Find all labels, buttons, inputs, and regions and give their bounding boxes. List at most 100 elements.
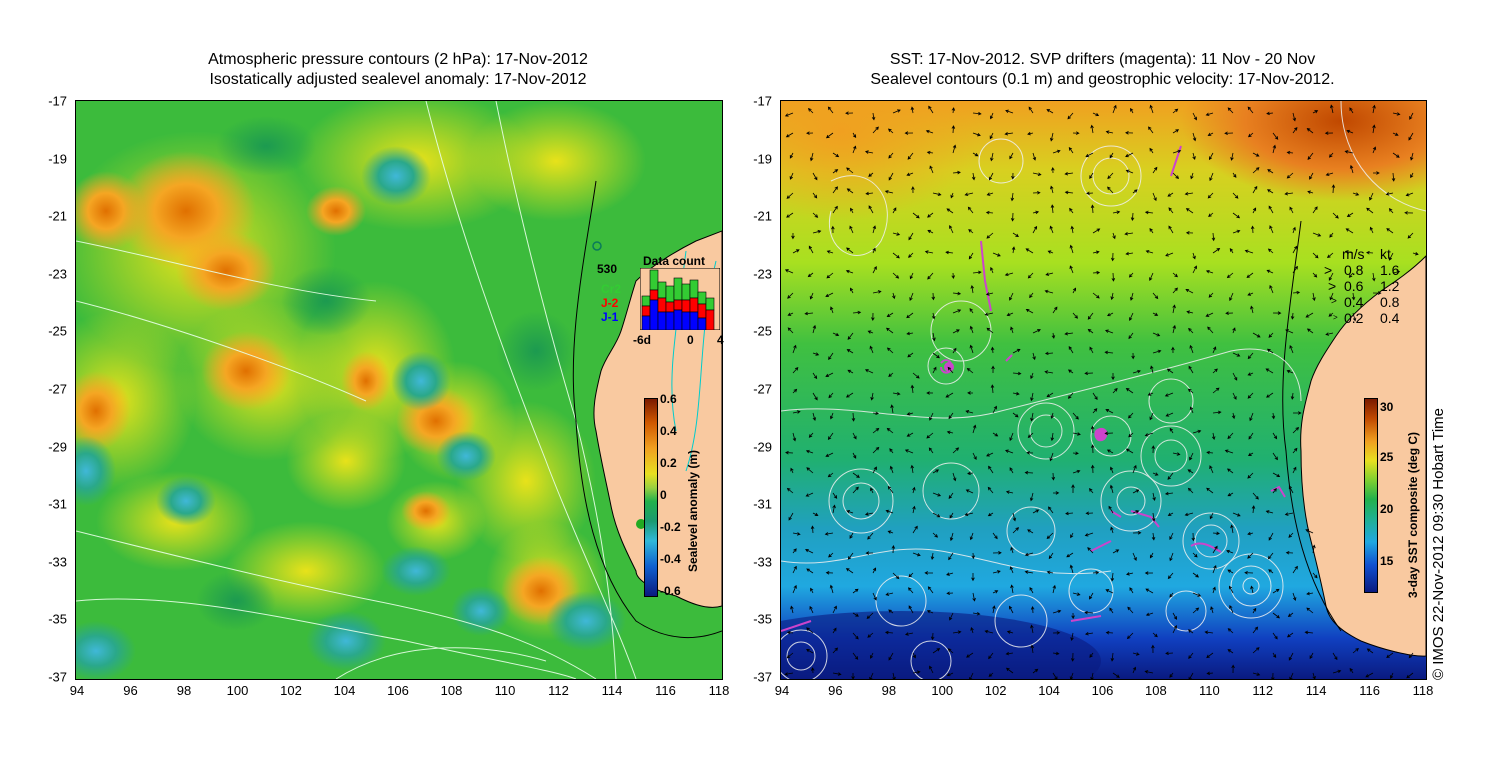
left-x-axis: 94 96 98 100 102 104 106 108 110 112 114 116 118: [70, 679, 730, 701]
velocity-arrow: [871, 312, 875, 321]
velocity-arrow: [932, 352, 940, 359]
velocity-arrow: [1128, 272, 1134, 278]
velocity-arrow: [1212, 545, 1218, 554]
velocity-arrow: [992, 605, 996, 614]
velocity-arrow: [1012, 391, 1020, 396]
legend-cr2: Cr2: [601, 282, 622, 296]
velocity-arrow: [969, 532, 974, 541]
velocity-arrow: [1229, 248, 1234, 254]
velocity-arrow: [912, 552, 921, 557]
velocity-arrow: [891, 545, 896, 554]
velocity-arrow: [1224, 131, 1234, 136]
velocity-arrow: [1112, 672, 1120, 678]
velocity-arrow: [852, 132, 857, 139]
velocity-arrow: [1011, 172, 1015, 180]
velocity-arrow: [1330, 104, 1334, 114]
velocity-arrow: [792, 388, 798, 394]
velocity-arrow: [1187, 629, 1194, 634]
velocity-arrow: [1009, 432, 1014, 442]
velocity-arrow: [846, 188, 854, 194]
velocity-arrow: [828, 392, 834, 399]
velocity-arrow: [785, 132, 794, 138]
velocity-arrow: [1085, 511, 1094, 516]
velocity-arrow: [1064, 331, 1074, 336]
velocity-arrow: [1072, 592, 1081, 596]
velocity-arrow: [888, 152, 894, 159]
velocity-arrow: [1024, 470, 1034, 475]
velocity-arrow: [1051, 332, 1056, 339]
left-y-tick-2: -21: [48, 208, 67, 224]
velocity-arrow: [1088, 488, 1094, 494]
velocity-arrow: [932, 366, 937, 374]
velocity-arrow: [1292, 126, 1298, 134]
velocity-arrow: [792, 249, 800, 254]
velocity-arrow: [1227, 628, 1234, 634]
velocity-arrow: [1105, 329, 1114, 334]
velocity-arrow: [971, 572, 975, 582]
velocity-arrow: [909, 292, 914, 302]
velocity-arrow: [1024, 570, 1034, 574]
velocity-arrow: [1189, 406, 1194, 414]
velocity-arrow: [970, 284, 975, 294]
velocity-arrow: [1012, 348, 1021, 354]
velocity-arrow: [1266, 392, 1274, 398]
velocity-arrow: [1392, 132, 1399, 136]
velocity-arrow: [1072, 312, 1079, 319]
velocity-arrow: [1292, 265, 1298, 274]
velocity-arrow: [912, 505, 916, 514]
velocity-arrow: [1332, 212, 1339, 219]
velocity-arrow: [1070, 532, 1074, 539]
velocity-arrow: [1269, 284, 1274, 294]
velocity-arrow: [786, 652, 794, 659]
right-y-axis: -17 -19 -21 -23 -25 -27 -29 -31 -33 -35 -37: [730, 94, 778, 685]
data-count-x-label-1: 0: [687, 333, 694, 347]
velocity-arrow: [947, 366, 954, 374]
velocity-arrow: [966, 652, 974, 658]
velocity-arrow: [1249, 412, 1254, 422]
velocity-arrow: [1272, 472, 1281, 478]
velocity-arrow: [946, 591, 954, 596]
velocity-arrow: [1287, 612, 1294, 617]
right-x-tick-11: 116: [1359, 683, 1380, 698]
velocity-arrow: [1272, 588, 1280, 594]
velocity-arrow: [1289, 672, 1294, 679]
velocity-arrow: [1252, 647, 1260, 654]
velocity-arrow: [1132, 489, 1140, 494]
velocity-arrow: [1391, 172, 1396, 182]
velocity-arrow: [1329, 232, 1334, 238]
velocity-arrow: [892, 672, 896, 679]
velocity-arrow: [926, 391, 934, 395]
velocity-arrow: [1012, 232, 1019, 238]
velocity-arrow: [1366, 207, 1374, 214]
velocity-arrow: [1409, 112, 1414, 120]
velocity-arrow: [968, 229, 974, 234]
velocity-arrow: [892, 109, 901, 114]
velocity-arrow: [1212, 387, 1220, 394]
velocity-arrow: [1067, 369, 1074, 374]
velocity-arrow: [1227, 492, 1234, 497]
right-y-tick-9: -35: [753, 611, 772, 627]
velocity-arrow: [1172, 272, 1178, 278]
velocity-arrow: [1312, 672, 1316, 679]
velocity-arrow: [1352, 312, 1357, 322]
velocity-arrow: [829, 584, 834, 594]
velocity-arrow: [1272, 632, 1278, 640]
velocity-arrow: [1372, 171, 1380, 175]
velocity-arrow: [1004, 131, 1014, 136]
velocity-arrow: [1044, 289, 1054, 294]
velocity-arrow: [1185, 231, 1194, 235]
velocity-arrow: [971, 552, 976, 560]
velocity-arrow: [1132, 189, 1138, 194]
velocity-arrow: [1290, 392, 1295, 400]
velocity-arrow: [1052, 609, 1062, 614]
velocity-arrow: [872, 247, 876, 254]
velocity-arrow: [1328, 272, 1334, 281]
velocity-arrow: [1144, 670, 1154, 674]
velocity-arrow: [892, 391, 901, 396]
velocity-arrow: [1285, 329, 1294, 334]
velocity-arrow: [1286, 172, 1294, 179]
velocity-arrow: [1132, 464, 1137, 474]
velocity-arrow: [865, 551, 874, 555]
velocity-arrow: [1152, 512, 1156, 522]
velocity-arrow: [1087, 312, 1094, 320]
